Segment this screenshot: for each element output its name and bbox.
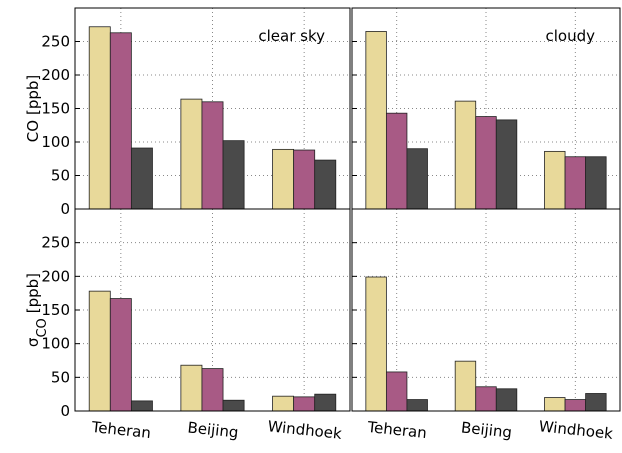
y-axis-label: CO [ppb] (24, 75, 42, 143)
x-tick-label: Teheran (90, 418, 152, 442)
bar (88, 290, 111, 412)
bar (365, 276, 387, 412)
bar (454, 100, 477, 210)
plot-frame (351, 208, 621, 412)
bar (564, 399, 587, 412)
bar (201, 368, 224, 412)
bar (544, 397, 566, 412)
bar (180, 98, 203, 210)
bar (272, 148, 295, 210)
bar (585, 393, 607, 412)
bar (180, 364, 203, 412)
bar (272, 395, 295, 412)
bar (385, 112, 408, 210)
y-tick-label: 50 (51, 368, 70, 386)
bar (495, 119, 518, 210)
y-axis-label-part: σ (24, 337, 42, 347)
x-tick-label: Beijing (460, 418, 513, 441)
y-tick-label: 200 (41, 267, 70, 285)
y-tick-label: 100 (41, 335, 70, 353)
bar (293, 396, 316, 412)
bar (314, 393, 337, 412)
bar (385, 371, 408, 412)
x-tick-label: Teheran (366, 418, 428, 442)
x-tick-label: Windhoek (267, 417, 343, 443)
bar (454, 360, 477, 412)
y-tick-label: 0 (60, 402, 70, 420)
bar (109, 298, 132, 412)
y-axis-label-part: CO (24, 120, 42, 142)
plot-frame (74, 208, 351, 412)
y-tick-label: 200 (41, 66, 70, 84)
bar (222, 140, 245, 210)
y-tick-label: 250 (41, 33, 70, 51)
bar (406, 399, 428, 412)
y-tick-label: 250 (41, 234, 70, 252)
y-tick-label: 50 (51, 167, 70, 185)
bar (365, 31, 387, 210)
panel-annotation: cloudy (546, 27, 596, 45)
y-tick-label: 0 (60, 200, 70, 218)
x-tick-label: Windhoek (538, 417, 614, 443)
y-axis-label-part: [ppb] (24, 75, 42, 115)
bar (544, 150, 566, 210)
bar (475, 386, 497, 412)
bar (585, 156, 607, 210)
x-tick-label: Beijing (187, 418, 240, 441)
bar (88, 26, 111, 210)
bar (564, 156, 587, 210)
panel-annotation: clear sky (258, 27, 325, 45)
bar (130, 147, 153, 210)
bar (109, 32, 132, 210)
y-tick-label: 150 (41, 100, 70, 118)
y-tick-label: 100 (41, 133, 70, 151)
bar (314, 159, 337, 210)
bar (495, 388, 518, 412)
y-tick-label: 150 (41, 301, 70, 319)
y-axis-label-part: CO (35, 318, 50, 337)
bar (130, 400, 153, 412)
bar (222, 399, 245, 412)
bar (293, 149, 316, 210)
y-axis-label-part: [ppb] (24, 273, 42, 313)
y-axis-label: σCO [ppb] (24, 273, 50, 347)
bar (475, 116, 497, 210)
bar (201, 101, 224, 210)
bar (406, 148, 428, 210)
